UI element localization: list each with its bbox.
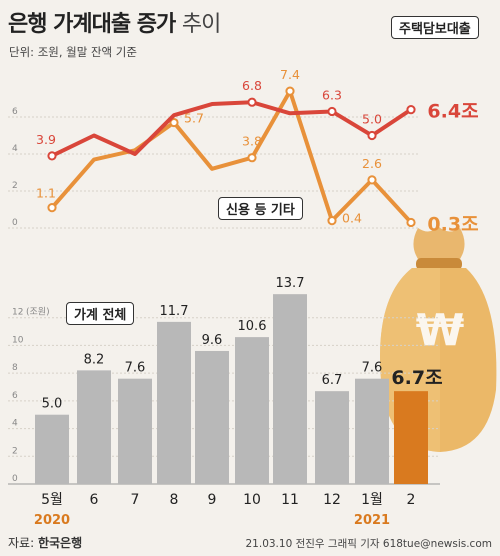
x-tick-label: 8 — [170, 492, 179, 508]
bar — [157, 321, 191, 484]
line-point — [367, 130, 377, 141]
line-data-label: 2.6 — [362, 156, 382, 171]
x-tick-label: 10 — [243, 492, 261, 508]
line-point — [406, 105, 416, 115]
line-data-label: 1.1 — [36, 186, 56, 201]
bar-data-label: 8.2 — [84, 352, 105, 367]
title-light: 추이 — [181, 12, 221, 37]
line-point — [247, 153, 257, 163]
line-data-label: 3.9 — [36, 132, 56, 147]
bar-data-label: 7.6 — [362, 361, 383, 376]
line-point — [47, 203, 57, 213]
x-tick-label: 5월 — [41, 492, 63, 508]
bar — [235, 337, 269, 484]
x-tick-label: 9 — [208, 492, 217, 508]
bar-data-label: 9.6 — [202, 333, 223, 348]
bar — [77, 370, 111, 484]
credit-note: 21.03.10 전진우 그래픽 기자 618tue@newsis.com — [245, 538, 493, 550]
line-point — [247, 97, 257, 107]
bar — [35, 414, 69, 484]
bar — [315, 391, 349, 484]
bar-data-label: 6.7 — [322, 373, 343, 388]
bar — [195, 350, 229, 484]
line-series-other — [50, 89, 413, 225]
line-point — [285, 86, 295, 96]
x-tick-label: 1월 — [361, 492, 383, 508]
line-data-label: 5.0 — [362, 112, 382, 127]
x-tick-label: 6 — [90, 492, 99, 508]
line-point — [169, 117, 179, 128]
line-point — [327, 216, 337, 226]
line-point — [367, 175, 377, 185]
line-data-label: 3.8 — [242, 134, 262, 149]
title-main: 은행 가계대출 증가 — [8, 12, 176, 37]
bar — [118, 378, 152, 484]
source-label: 자료: — [8, 536, 35, 550]
line-data-label: 7.4 — [280, 67, 300, 82]
line-data-label: 6.8 — [242, 78, 262, 93]
bar — [355, 378, 389, 484]
line-data-label: 0.3조 — [427, 213, 478, 235]
bar-data-label: 6.7조 — [391, 367, 442, 389]
bar-y-tick-label: 4 — [12, 419, 18, 429]
bar-data-label: 5.0 — [42, 397, 63, 412]
line-point — [47, 151, 57, 161]
x-tick-label: 11 — [281, 492, 299, 508]
line-data-label: 0.4 — [342, 211, 362, 226]
line-series-mortgage — [50, 100, 413, 158]
x-tick-label: 12 — [323, 492, 341, 508]
unit-note: 단위: 조원, 월말 잔액 기준 — [9, 45, 137, 59]
legend-total-label: 가계 전체 — [74, 308, 127, 323]
bar-y-tick-label: 0 — [12, 474, 18, 484]
line-y-tick-label: 2 — [12, 181, 18, 191]
line-data-label: 5.7 — [184, 111, 204, 126]
bar-y-tick-label: 6 — [12, 391, 18, 401]
line-y-tick-label: 0 — [12, 218, 18, 228]
bar-data-label: 10.6 — [238, 319, 267, 334]
bar-y-tick-label: 2 — [12, 446, 18, 456]
bar-data-label: 7.6 — [125, 361, 146, 376]
x-tick-label: 2 — [407, 492, 416, 508]
x-axis-labels: 5월 2020 6 7 8 9 10 11 12 1월 2021 2 — [34, 492, 416, 528]
bar-y-tick-label: 10 — [12, 335, 24, 345]
bar — [394, 391, 428, 484]
bar-y-tick-label: 12 — [12, 308, 23, 318]
x-tick-label: 7 — [131, 492, 140, 508]
page-title: 은행 가계대출 증가 추이 — [8, 6, 221, 38]
bar-data-label: 11.7 — [160, 304, 189, 319]
legend-other-label: 신용 등 기타 — [226, 203, 295, 218]
line-y-tick-label: 6 — [12, 107, 18, 117]
bar — [273, 294, 307, 484]
bar-y-tick-label: 8 — [12, 363, 18, 373]
legend-total: 가계 전체 — [66, 302, 135, 325]
legend-mortgage: 주택담보대출 — [391, 16, 479, 39]
line-data-label: 6.4조 — [427, 101, 478, 123]
legend-other: 신용 등 기타 — [218, 197, 303, 220]
line-data-label: 6.3 — [322, 87, 342, 102]
line-chart-series: 1.1 5.7 3.8 7.4 0.4 2.6 0.3조 3.9 6.8 6.3 5.0 6.4조 — [36, 67, 479, 235]
bar-chart-bars: 5.0 8.2 7.6 11.7 9.6 10.6 13.7 6.7 7.6 6.7조 — [35, 276, 443, 484]
line-y-tick-label: 4 — [12, 144, 18, 154]
source-name: 한국은행 — [37, 536, 83, 550]
source-note: 자료: 한국은행 — [8, 534, 82, 551]
bar-data-label: 13.7 — [276, 276, 305, 291]
year-label: 2020 — [34, 513, 70, 528]
line-point — [406, 217, 416, 228]
bar-y-unit-label: (조원) — [26, 307, 50, 318]
legend-mortgage-label: 주택담보대출 — [399, 22, 471, 37]
line-chart-grid: 0 2 4 6 — [8, 107, 420, 229]
svg-text:₩: ₩ — [416, 305, 465, 356]
year-label: 2021 — [354, 513, 390, 528]
line-point — [327, 106, 337, 117]
